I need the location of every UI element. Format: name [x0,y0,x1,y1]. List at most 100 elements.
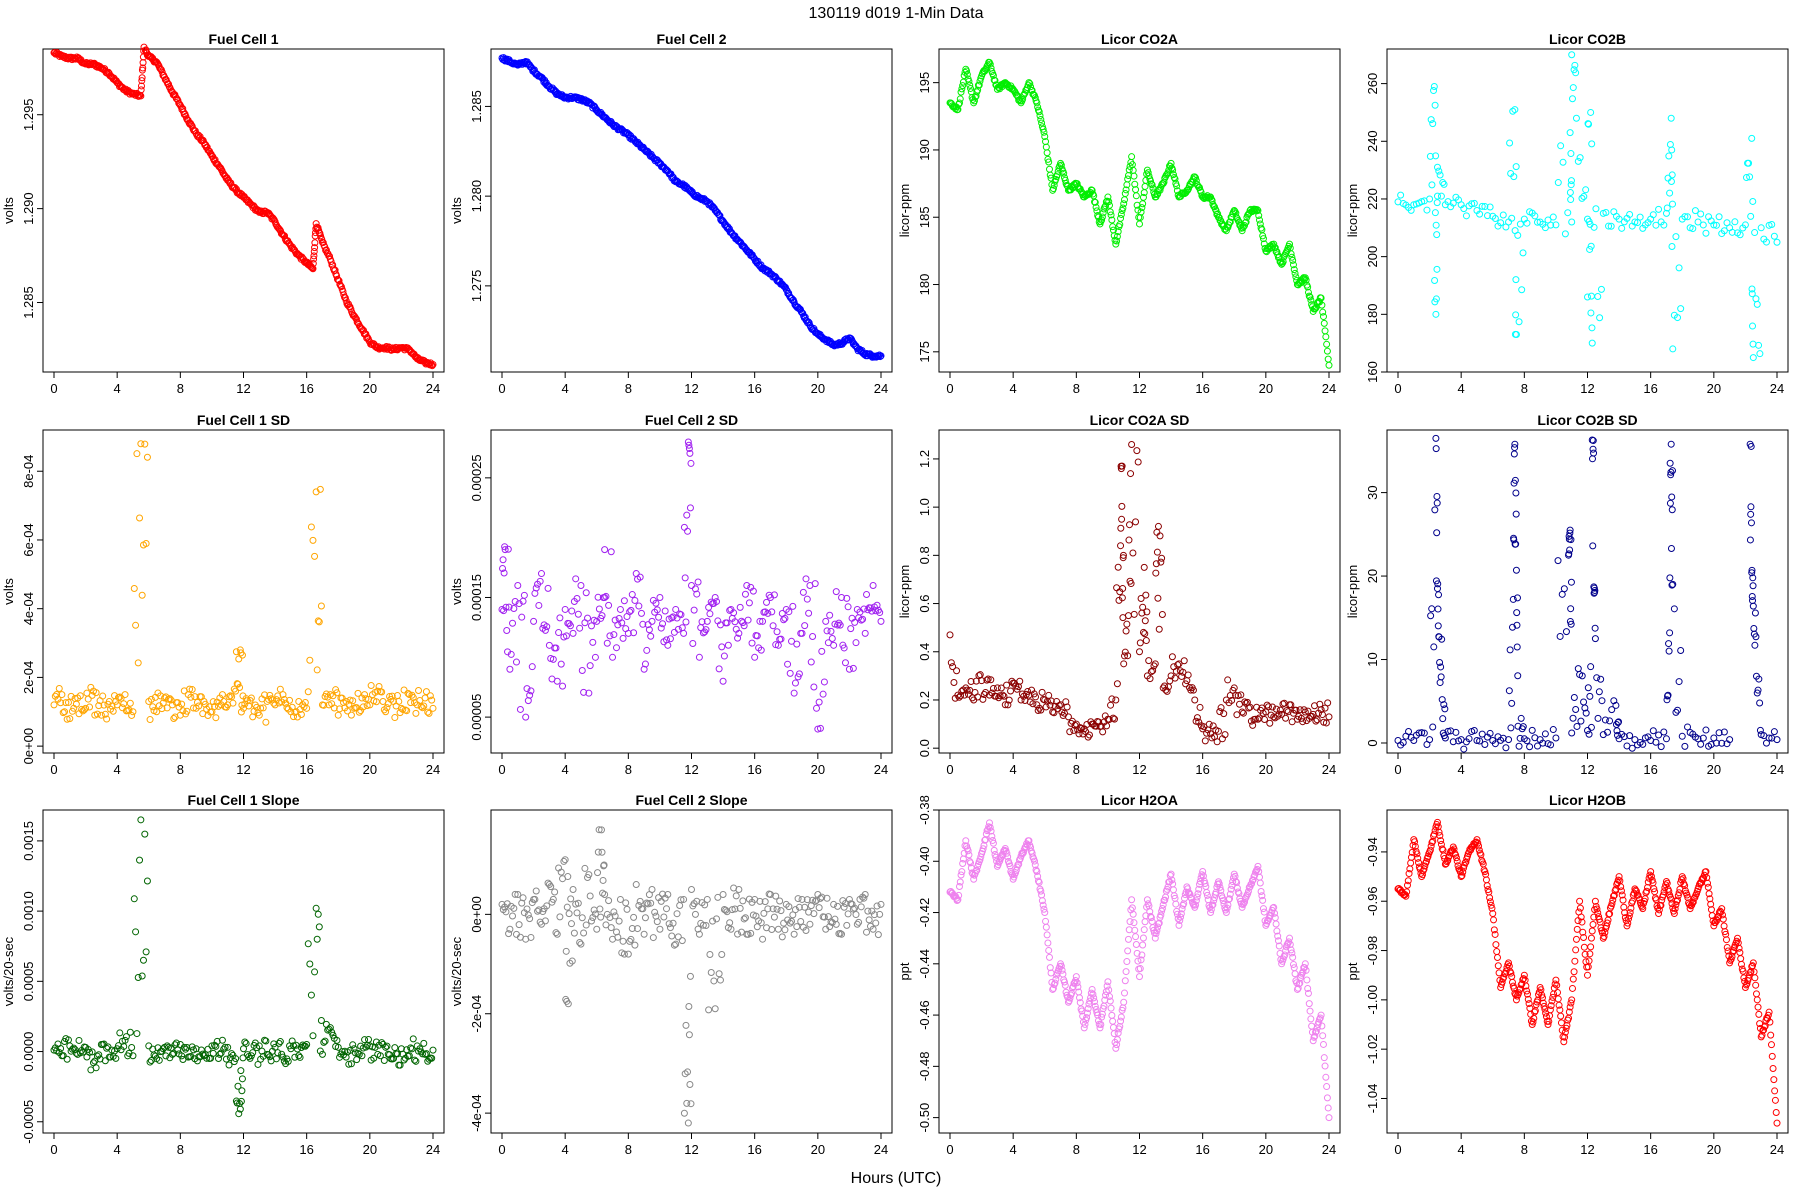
data-point [1573,925,1581,933]
data-point [295,1052,303,1060]
data-point [64,1036,72,1044]
data-point [1492,941,1500,949]
data-point [1523,990,1531,998]
data-point [763,598,771,606]
data-point [1223,904,1231,912]
data-point [1161,896,1169,904]
data-point [1569,975,1577,983]
data-point [183,1043,191,1051]
x-tick-label: 24 [874,762,888,777]
data-point [1531,1008,1539,1016]
data-point [1220,710,1228,718]
data-point [1176,916,1184,924]
data-point [985,819,993,827]
x-tick-label: 4 [1458,381,1465,396]
data-point [644,621,652,629]
data-point [562,632,570,640]
data-point [1567,578,1575,586]
data-point [1452,728,1460,736]
data-point [1440,180,1448,188]
data-point [1432,434,1440,442]
data-point [789,602,797,610]
data-point [1405,870,1413,878]
data-point [1137,208,1145,216]
data-point [976,671,984,679]
data-point [1311,1032,1319,1040]
data-point [1757,224,1765,232]
data-point [1664,691,1672,699]
data-point [498,605,506,613]
data-point [1574,665,1582,673]
y-tick-label: 240 [1365,130,1380,152]
data-point [1584,684,1592,692]
data-point [1413,850,1421,858]
data-point [979,695,987,703]
data-point [1304,984,1312,992]
data-point [1128,896,1136,904]
data-point [428,362,436,370]
data-point [1129,166,1137,174]
data-point [174,699,182,707]
data-point [1147,914,1155,922]
data-point [801,313,809,321]
data-point [1666,189,1674,197]
data-point [1449,738,1457,746]
data-point [587,622,595,630]
data-point [1587,108,1595,116]
data-point [770,913,778,921]
data-point [989,839,997,847]
data-point [1125,521,1133,529]
x-tick-label: 16 [1195,1142,1209,1157]
data-point [586,662,594,670]
data-point [1770,232,1778,240]
data-point [599,876,607,884]
data-point [80,706,88,714]
data-point [1299,718,1307,726]
x-tick-label: 4 [114,1142,121,1157]
data-point [415,687,423,695]
data-point [813,896,821,904]
data-point [412,1057,420,1065]
data-point [403,1046,411,1054]
data-point [218,691,226,699]
data-point [321,1037,329,1045]
data-point [1123,958,1131,966]
data-point [779,281,787,289]
data-point [133,450,141,458]
data-point [761,898,769,906]
data-point [297,711,305,719]
data-point [122,1033,130,1041]
data-point [1192,897,1200,905]
data-point [334,276,342,284]
data-point [1154,923,1162,931]
data-point [1595,688,1603,696]
data-point [1444,857,1452,865]
data-point [1282,714,1290,722]
data-point [669,613,677,621]
x-tick-label: 4 [1010,381,1017,396]
data-point [1318,1022,1326,1030]
data-point [314,910,322,918]
y-tick-label: 260 [1365,73,1380,95]
data-point [1429,120,1437,128]
data-point [130,895,138,903]
data-point [1275,942,1283,950]
data-point [125,1049,133,1057]
data-point [338,1048,346,1056]
data-point [810,683,818,691]
data-point [678,624,686,632]
data-point [203,1054,211,1062]
data-point [1435,167,1443,175]
data-point [849,664,857,672]
data-point [798,895,806,903]
data-point [1755,675,1763,683]
data-point [1512,540,1520,548]
data-point [1173,182,1181,190]
data-point [229,699,237,707]
data-point [1214,210,1222,218]
data-point [595,826,603,834]
data-point [1433,163,1441,171]
y-tick-label: -0.98 [1365,936,1380,966]
data-point [1607,222,1615,230]
